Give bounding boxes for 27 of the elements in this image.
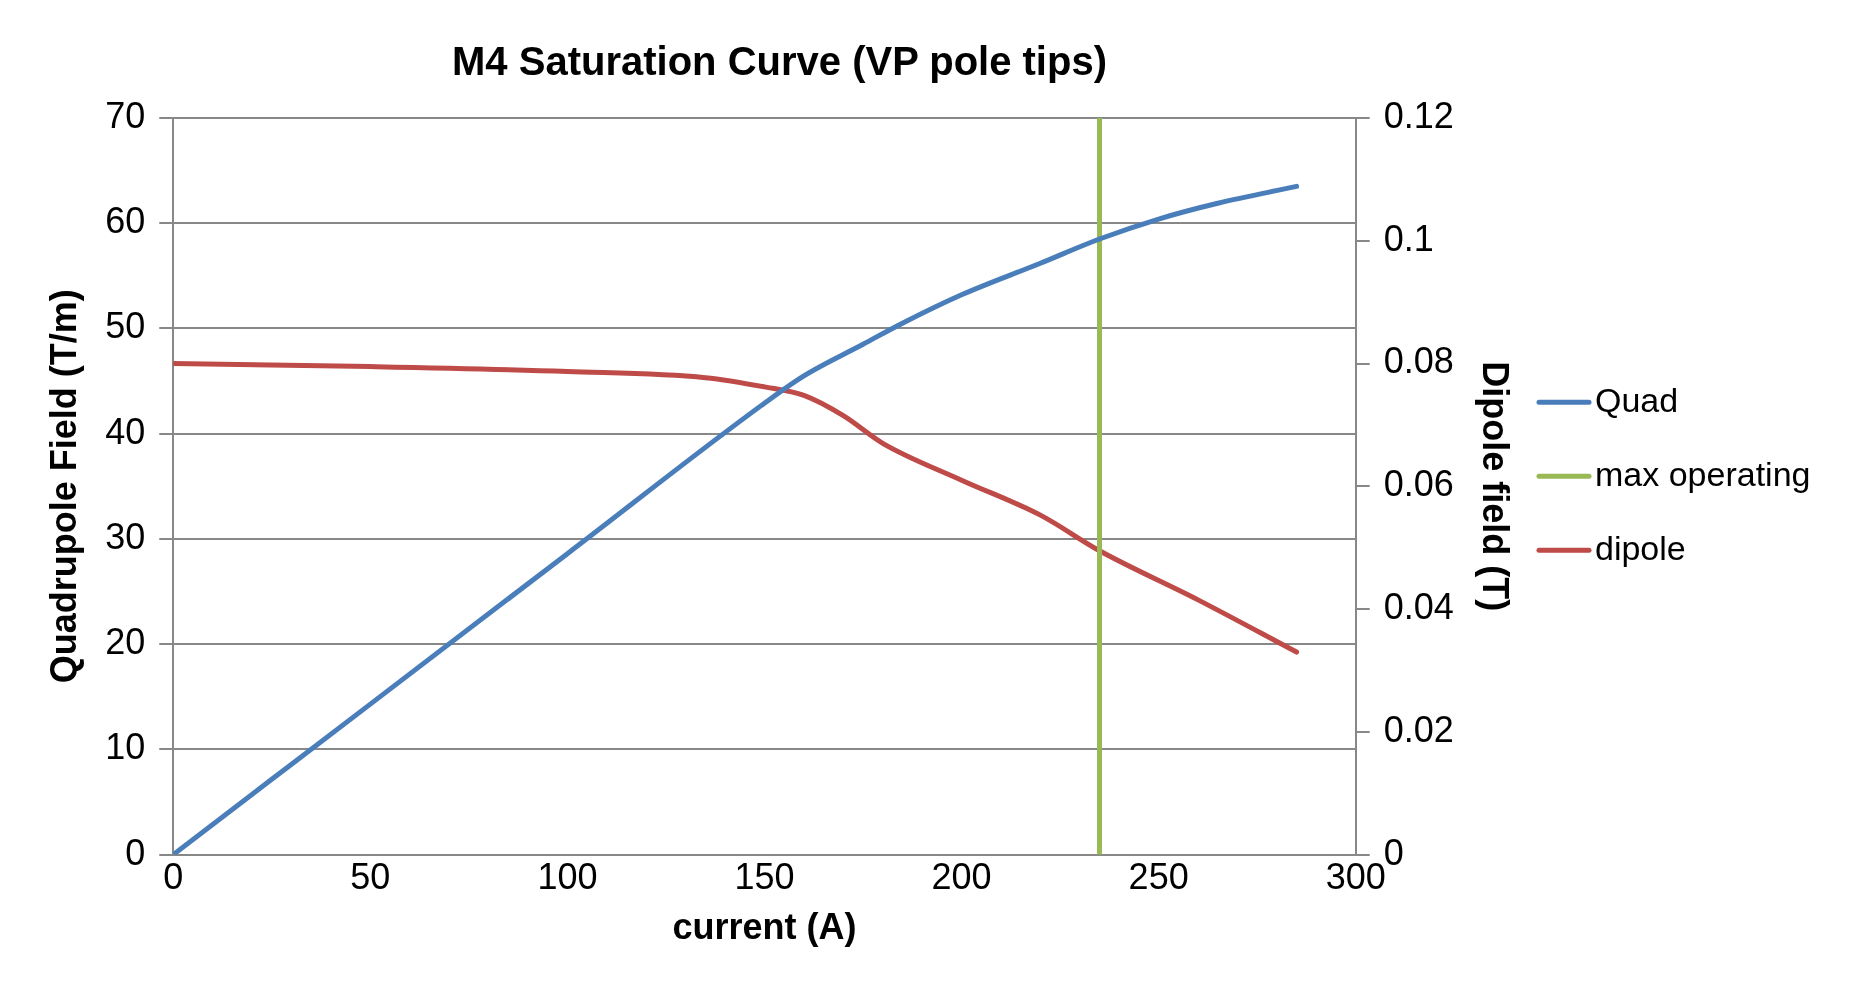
x-tick-label: 250	[1128, 856, 1189, 898]
y2-tick-label: 0.02	[1383, 708, 1454, 750]
x-tick-label: 200	[931, 856, 992, 898]
y2-tick-label: 0.04	[1383, 585, 1454, 627]
y-axis-title: Quadrupole Field (T/m)	[42, 289, 84, 684]
legend-label: Quad	[1595, 380, 1679, 419]
y2-tick-label: 0.06	[1383, 463, 1454, 505]
x-axis-title: current (A)	[672, 906, 857, 948]
y2-tick-label: 0.08	[1383, 340, 1454, 382]
y-tick-label: 40	[105, 410, 146, 452]
y-tick-label: 50	[105, 305, 146, 347]
y-tick-label: 20	[105, 621, 146, 663]
legend-label: dipole	[1595, 528, 1686, 567]
x-tick-label: 100	[537, 856, 598, 898]
legend-label: max operating	[1595, 454, 1811, 493]
x-tick-label: 300	[1325, 856, 1386, 898]
chart-title: M4 Saturation Curve (VP pole tips)	[452, 39, 1107, 84]
y2-tick-label: 0.1	[1383, 217, 1434, 259]
y-tick-label: 30	[105, 515, 146, 557]
x-tick-label: 50	[350, 856, 391, 898]
y-tick-label: 10	[105, 726, 146, 768]
y2-tick-label: 0.12	[1383, 94, 1454, 136]
x-tick-label: 150	[734, 856, 795, 898]
x-tick-label: 0	[163, 856, 184, 898]
y-tick-label: 70	[105, 94, 146, 136]
y-tick-label: 60	[105, 200, 146, 242]
y2-axis-title: Dipole field (T)	[1475, 361, 1517, 612]
